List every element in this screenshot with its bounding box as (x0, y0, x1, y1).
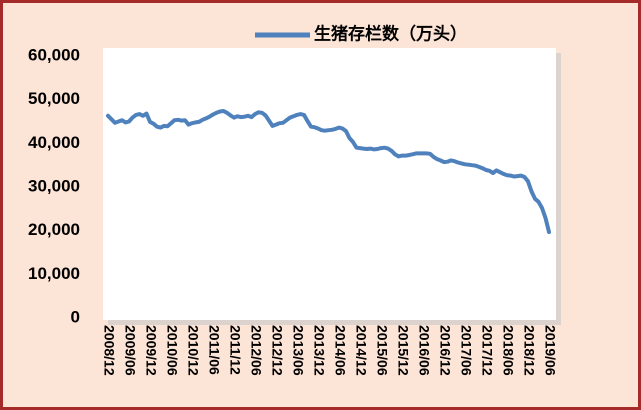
x-tick-label: 2010/06 (164, 325, 180, 376)
x-tick-label: 2009/06 (122, 325, 138, 376)
y-tick-label: 10,000 (28, 264, 80, 283)
y-tick-label: 50,000 (28, 89, 80, 108)
x-tick-label: 2017/12 (479, 325, 495, 376)
x-tick-label: 2009/12 (143, 325, 159, 376)
x-tick-label: 2018/12 (521, 325, 537, 376)
x-tick-label: 2015/06 (374, 325, 390, 376)
legend-label: 生猪存栏数（万头） (314, 23, 467, 43)
x-tick-label: 2012/12 (269, 325, 285, 376)
x-tick-label: 2013/06 (290, 325, 306, 376)
x-tick-label: 2013/12 (311, 325, 327, 376)
y-tick-label: 60,000 (28, 45, 80, 64)
y-tick-label: 40,000 (28, 133, 80, 152)
x-tick-label: 2015/12 (395, 325, 411, 376)
x-tick-label: 2018/06 (500, 325, 516, 376)
x-tick-label: 2010/12 (185, 325, 201, 376)
y-tick-label: 0 (71, 307, 80, 326)
data-line (106, 109, 551, 234)
x-tick-label: 2014/06 (332, 325, 348, 376)
x-tick-label: 2016/12 (437, 325, 453, 376)
x-tick-label: 2011/06 (206, 325, 222, 375)
x-tick-label: 2008/12 (101, 325, 117, 376)
x-tick-label: 2016/06 (416, 325, 432, 376)
x-tick-label: 2017/06 (458, 325, 474, 376)
y-tick-label: 30,000 (28, 176, 80, 195)
x-tick-label: 2012/06 (248, 325, 264, 376)
x-tick-label: 2011/12 (227, 325, 243, 375)
plot-area (103, 48, 556, 320)
x-tick-label: 2019/06 (542, 325, 558, 376)
x-tick-label: 2014/12 (353, 325, 369, 376)
y-tick-label: 20,000 (28, 220, 80, 239)
